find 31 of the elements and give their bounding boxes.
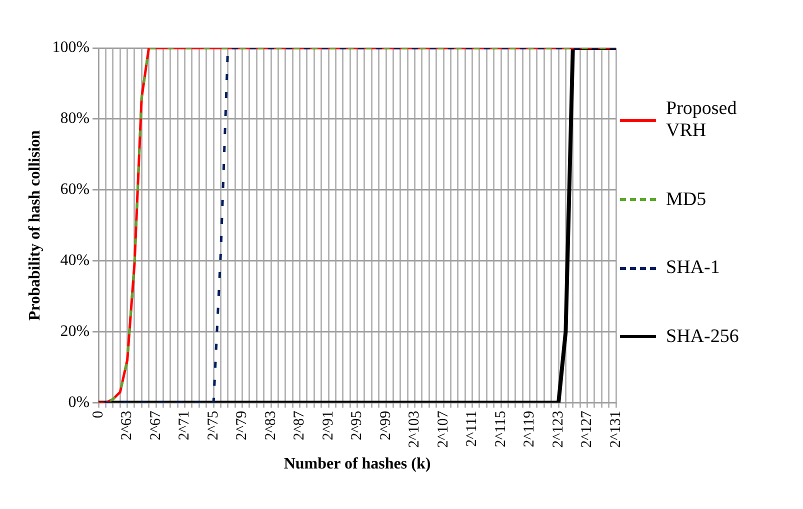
x-axis-title: Number of hashes (k)	[284, 456, 431, 473]
x-tick-label: 2^87	[292, 410, 308, 440]
x-tick-label: 2^91	[320, 410, 336, 440]
y-tick-label: 100%	[52, 39, 90, 56]
x-tick-label: 2^131	[608, 410, 624, 448]
x-tick-label: 2^103	[406, 410, 423, 448]
x-tick-label: 2^123	[550, 410, 566, 448]
x-tick-label: 2^79	[234, 410, 250, 440]
x-tick-label: 2^99	[378, 410, 394, 440]
y-tick-label: 0%	[68, 394, 90, 411]
x-tick-label: 2^95	[349, 410, 366, 440]
y-tick-label: 80%	[60, 110, 90, 128]
x-tick-label: 2^75	[205, 410, 222, 440]
x-tick-label: 2^63	[119, 410, 136, 440]
legend-label: SHA-256	[666, 326, 740, 348]
legend-label: Proposed VRH	[666, 98, 738, 142]
x-tick-label: 0	[90, 410, 106, 418]
legend-label: SHA-1	[666, 257, 721, 280]
y-tick-label: 60%	[60, 181, 90, 198]
x-tick-label: 2^111	[464, 410, 480, 447]
x-tick-label: 2^67	[148, 410, 164, 440]
x-tick-label: 2^119	[522, 410, 538, 448]
x-tick-label: 2^71	[176, 410, 193, 440]
x-tick-label: 2^107	[435, 410, 452, 448]
x-tick-label: 2^115	[492, 410, 509, 448]
x-tick-label: 2^83	[262, 410, 279, 440]
y-tick-label: 20%	[60, 323, 90, 340]
y-axis-title: Probability of hash collision	[26, 130, 44, 321]
legend-label: MD5	[666, 188, 708, 211]
x-tick-label: 2^127	[579, 410, 596, 448]
y-tick-label: 40%	[60, 252, 90, 270]
